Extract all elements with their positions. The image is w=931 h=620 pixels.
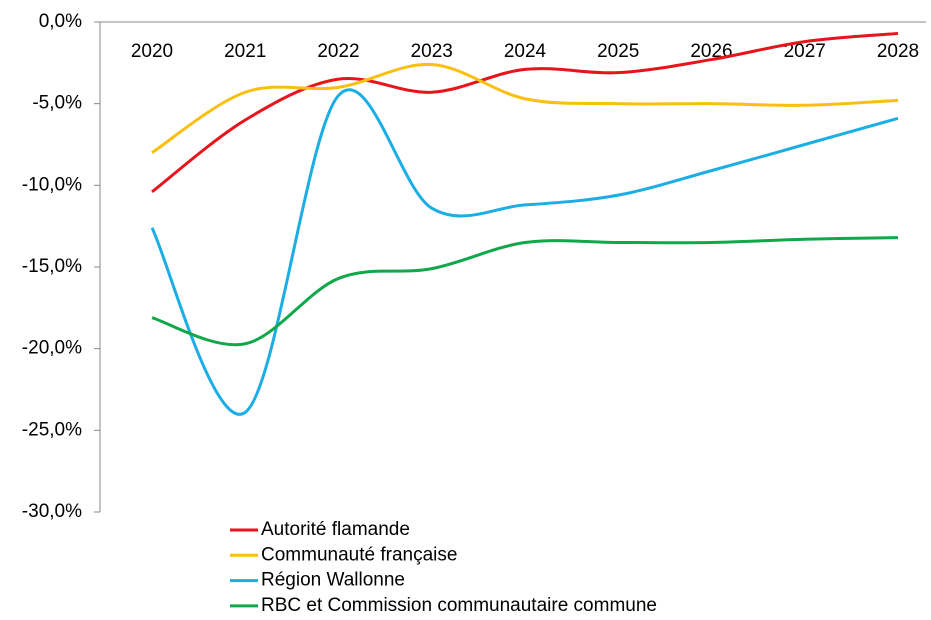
y-tick-label: -15,0% [22,256,82,277]
y-tick-label: 0,0% [39,11,82,32]
x-tick-label: 2021 [224,41,266,62]
y-tick-label: -25,0% [22,419,82,440]
series-line [150,88,899,416]
y-tick-label: -20,0% [22,338,82,359]
x-tick-label: 2024 [504,41,547,62]
legend-label: Communauté française [261,544,457,565]
series-line [151,31,899,194]
legend-label: RBC et Commission communautaire commune [261,595,657,616]
series-line [151,236,899,347]
x-tick-label: 2028 [877,41,919,62]
x-tick-label: 2020 [131,41,173,62]
legend-label: Région Wallonne [261,570,405,591]
y-tick-label: -30,0% [22,501,82,522]
x-tick-label: 2025 [597,41,639,62]
legend-label: Autorité flamande [261,519,410,540]
x-tick-label: 2023 [411,41,453,62]
y-tick-label: -5,0% [32,93,82,114]
y-tick-label: -10,0% [22,174,82,195]
series-line [151,62,899,154]
x-tick-label: 2022 [317,41,359,62]
x-tick-label: 2027 [784,41,826,62]
